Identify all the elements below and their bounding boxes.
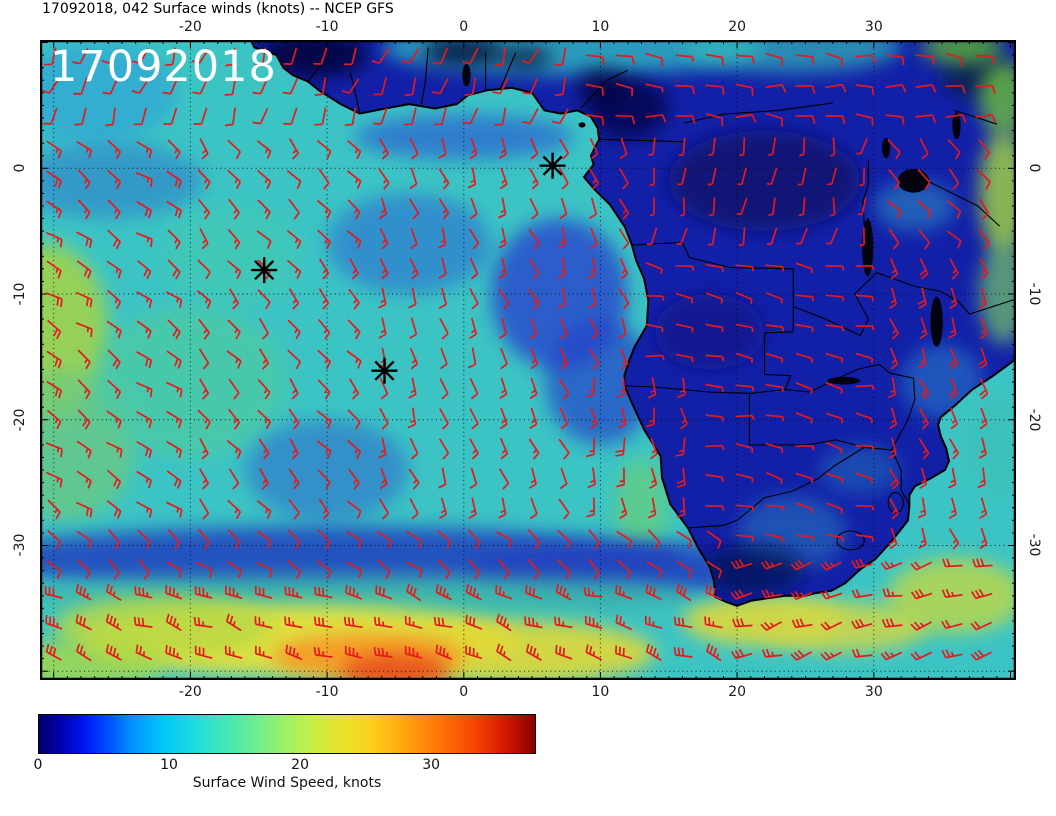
lon-tick-bottom: -20 (178, 684, 202, 700)
lat-tick-left: 0 (12, 163, 28, 173)
lon-tick-bottom: 0 (459, 684, 469, 700)
lon-tick-top: 0 (459, 19, 469, 35)
lat-tick-left: -20 (12, 408, 28, 432)
lat-tick-right: -10 (1026, 282, 1042, 306)
lat-tick-left: -30 (12, 534, 28, 557)
lat-tick-right: -20 (1026, 408, 1042, 432)
lon-tick-bottom: 20 (728, 684, 747, 700)
lon-tick-bottom: -10 (315, 684, 339, 700)
wind-map-svg (40, 40, 1016, 680)
date-overlay: 17092018 (50, 42, 277, 92)
lon-tick-bottom: 10 (591, 684, 610, 700)
lon-tick-top: -20 (178, 19, 202, 35)
lat-tick-right: -30 (1026, 534, 1042, 557)
lon-tick-top: 10 (591, 19, 610, 35)
lon-tick-bottom: 30 (864, 684, 883, 700)
colorbar-gradient (38, 714, 536, 754)
colorbar-tick: 10 (160, 757, 178, 773)
lon-tick-top: 30 (864, 19, 883, 35)
lat-tick-left: -10 (12, 282, 28, 306)
colorbar-label: Surface Wind Speed, knots (192, 775, 382, 791)
lon-tick-top: 20 (728, 19, 747, 35)
lat-tick-right: 0 (1026, 163, 1042, 173)
map-frame: 17092018 (40, 40, 1016, 680)
lon-tick-top: -10 (315, 19, 339, 35)
colorbar-tick: 30 (422, 757, 441, 773)
chart-title: 17092018, 042 Surface winds (knots) -- N… (42, 1, 394, 17)
colorbar-tick: 0 (33, 757, 43, 773)
colorbar-tick: 20 (291, 757, 310, 773)
